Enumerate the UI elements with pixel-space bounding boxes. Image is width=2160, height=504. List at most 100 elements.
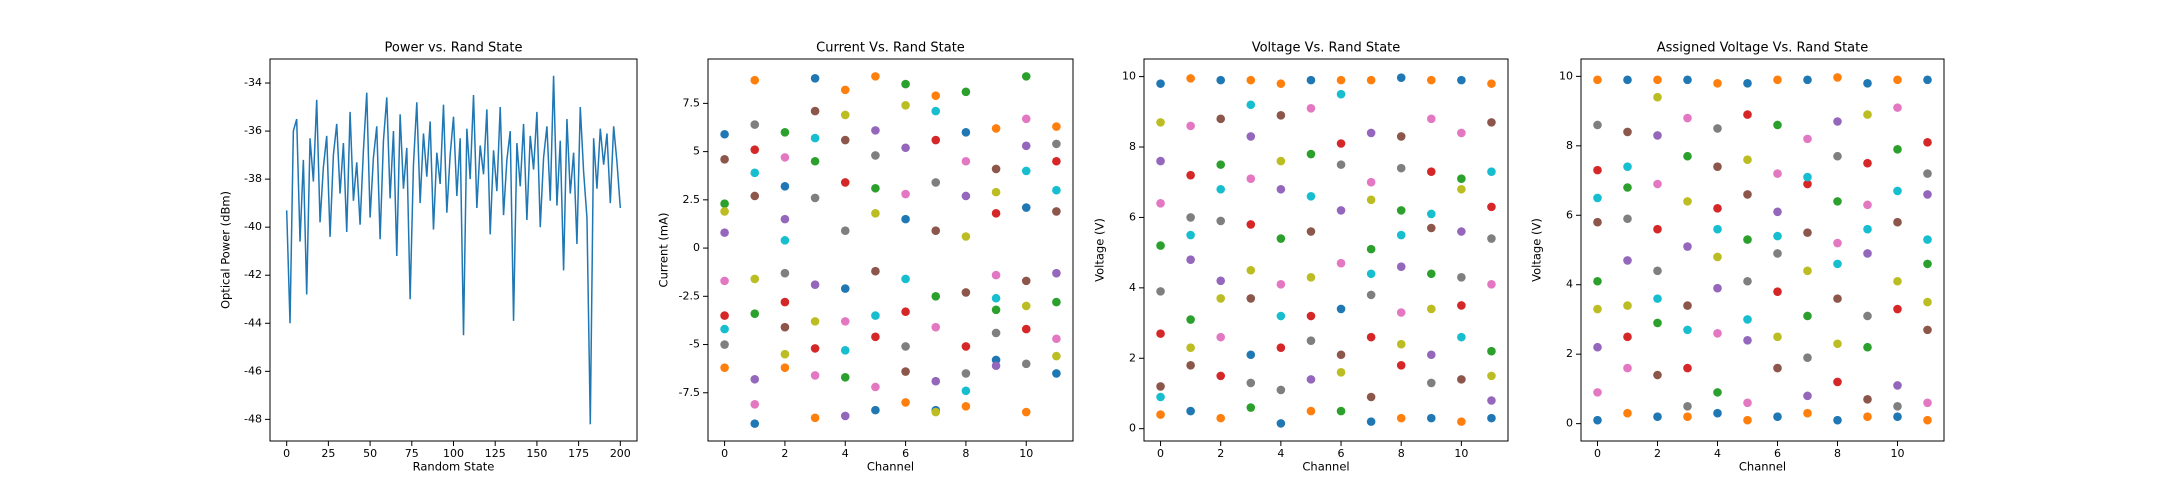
point xyxy=(1803,266,1812,276)
point xyxy=(1803,134,1812,144)
point xyxy=(1803,75,1812,85)
y-tick-label: -38 xyxy=(244,172,262,185)
x-tick-label: 6 xyxy=(1774,447,1781,460)
point xyxy=(1863,200,1872,210)
point xyxy=(1186,230,1195,240)
point xyxy=(1052,156,1061,166)
point xyxy=(1653,266,1662,276)
point xyxy=(1923,297,1932,307)
point xyxy=(1893,412,1902,421)
y-tick-label: 8 xyxy=(1129,140,1136,153)
point xyxy=(1052,207,1061,216)
point xyxy=(1487,280,1496,289)
point xyxy=(1487,346,1496,356)
x-tick-label: 0 xyxy=(721,447,728,460)
point xyxy=(1653,318,1662,328)
point xyxy=(1246,220,1256,229)
point xyxy=(1186,315,1195,324)
point xyxy=(901,367,910,376)
point xyxy=(1833,73,1842,82)
point xyxy=(1336,350,1346,360)
point xyxy=(1803,179,1812,189)
point xyxy=(1052,297,1061,307)
point xyxy=(871,405,880,415)
point xyxy=(1216,160,1226,169)
point xyxy=(1773,412,1782,421)
point xyxy=(1743,335,1752,345)
point xyxy=(1021,114,1031,124)
y-tick-label: 0 xyxy=(1566,417,1573,430)
x-tick-label: 125 xyxy=(485,447,506,460)
point xyxy=(1276,343,1286,353)
point xyxy=(1021,359,1031,369)
point xyxy=(1396,230,1406,240)
subplot-title: Power vs. Rand State xyxy=(385,41,523,56)
point xyxy=(810,317,820,326)
point xyxy=(1336,368,1346,377)
point xyxy=(1923,398,1932,408)
point xyxy=(1863,110,1872,119)
point xyxy=(1743,235,1752,244)
x-axis-label: Channel xyxy=(1739,460,1786,474)
point xyxy=(1803,172,1812,182)
point xyxy=(1457,417,1466,426)
x-tick-label: 10 xyxy=(1454,447,1468,460)
point xyxy=(1923,75,1932,85)
point xyxy=(1156,410,1165,419)
point xyxy=(1833,339,1842,349)
point xyxy=(1743,155,1752,165)
point xyxy=(1923,415,1932,425)
point xyxy=(1306,406,1316,416)
point xyxy=(1593,388,1602,397)
point xyxy=(1713,224,1722,234)
point xyxy=(871,183,880,193)
point xyxy=(1366,269,1376,279)
point xyxy=(871,151,880,160)
point xyxy=(750,309,760,318)
x-tick-label: 8 xyxy=(1834,447,1841,460)
point xyxy=(1052,351,1061,361)
point xyxy=(1216,332,1226,342)
point xyxy=(1276,280,1286,289)
point xyxy=(720,276,729,286)
subplot: Power vs. Rand State Random State Optical … xyxy=(219,41,638,474)
y-tick-label: -36 xyxy=(244,124,262,137)
point xyxy=(1366,332,1376,342)
point xyxy=(1923,259,1932,269)
point xyxy=(1773,287,1782,296)
point xyxy=(1653,294,1662,303)
point xyxy=(871,382,880,392)
point xyxy=(750,120,760,129)
point xyxy=(1156,118,1165,127)
y-tick-label: 10 xyxy=(1559,69,1573,82)
point xyxy=(840,135,850,145)
point xyxy=(961,386,971,396)
point xyxy=(1743,398,1752,408)
y-tick-label: 0 xyxy=(693,241,700,254)
x-axis-label: Channel xyxy=(867,460,914,474)
point xyxy=(871,311,880,320)
point xyxy=(1021,203,1031,212)
point xyxy=(1052,122,1061,131)
point xyxy=(901,101,910,110)
point xyxy=(1803,353,1812,362)
x-tick-label: 0 xyxy=(283,447,290,460)
point xyxy=(931,322,941,332)
point xyxy=(720,199,729,208)
point xyxy=(1216,294,1226,303)
point xyxy=(840,373,850,382)
point xyxy=(1893,304,1902,314)
point xyxy=(780,128,790,137)
point xyxy=(1833,238,1842,248)
point xyxy=(1186,170,1195,180)
point xyxy=(1863,342,1872,352)
y-tick-label: -46 xyxy=(244,364,262,377)
point xyxy=(1593,304,1602,314)
point xyxy=(1276,111,1286,120)
point xyxy=(1366,290,1376,300)
point xyxy=(991,361,1001,371)
axes-frame xyxy=(269,58,638,442)
point xyxy=(1773,120,1782,130)
point xyxy=(1246,174,1256,184)
point xyxy=(1487,371,1496,381)
